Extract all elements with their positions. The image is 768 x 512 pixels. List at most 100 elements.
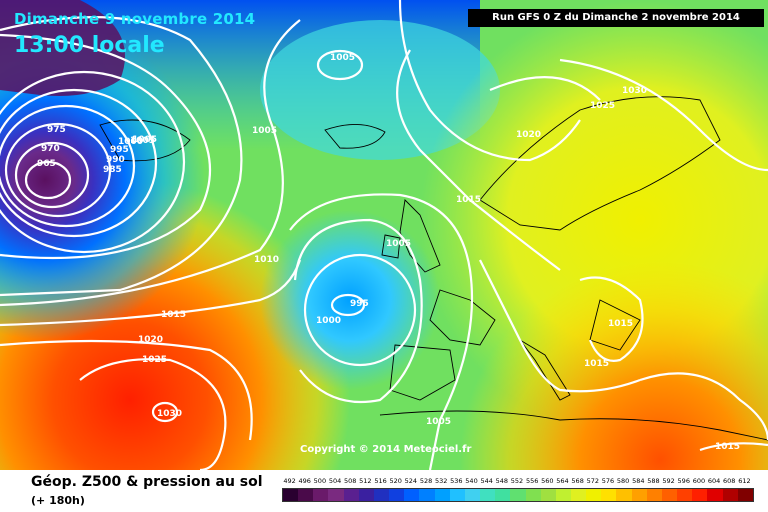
scale-label: 516 xyxy=(374,477,387,485)
isobar-label: 1015 xyxy=(608,319,633,329)
scale-label: 528 xyxy=(419,477,433,485)
ireland-coast xyxy=(381,234,401,259)
isobar-1025 xyxy=(79,358,227,470)
scale-label: 540 xyxy=(465,477,478,485)
scale-swatch xyxy=(646,489,662,501)
isobar-label: 985 xyxy=(103,165,122,175)
iceland-coast xyxy=(324,124,386,149)
scale-label: 504 xyxy=(328,477,342,485)
scale-swatch xyxy=(298,489,314,501)
coastlines xyxy=(99,96,768,441)
isobar-1020-north xyxy=(398,0,581,162)
scale-label: 600 xyxy=(692,477,706,485)
isobar-965 xyxy=(24,160,72,200)
greenland-tip xyxy=(99,119,191,162)
isobar-label: 1030 xyxy=(622,86,647,96)
isobar-label: 1020 xyxy=(138,335,163,345)
isobar-label: 1005 xyxy=(386,239,411,249)
scale-swatch xyxy=(510,489,526,501)
scale-swatch xyxy=(464,489,481,501)
scale-swatch xyxy=(328,489,344,501)
central-low-field xyxy=(0,0,768,470)
scale-label: 508 xyxy=(344,477,357,485)
weather-map: 1005 1005 1005 1030 1025 1020 1015 1005 … xyxy=(0,0,768,470)
scale-swatch xyxy=(313,489,329,501)
scale-label: 576 xyxy=(601,477,615,485)
scale-label: 596 xyxy=(677,477,690,485)
scale-swatch xyxy=(601,489,617,501)
isobar-label: 1005 xyxy=(330,53,355,63)
forecast-hour: 13:00 locale xyxy=(14,33,165,58)
isobar-label: 965 xyxy=(37,159,56,169)
scale-swatch xyxy=(677,489,693,501)
isobars xyxy=(0,0,768,470)
isobar-1000-central xyxy=(303,253,417,367)
isobar-label: 1015 xyxy=(161,310,186,320)
scale-label: 532 xyxy=(434,477,448,485)
legend-footer: Géop. Z500 & pression au sol (+ 180h) 49… xyxy=(0,470,768,512)
scale-label: 536 xyxy=(450,477,463,485)
isobar-label: 1025 xyxy=(142,355,167,365)
isobar-label: 1015 xyxy=(715,442,740,452)
isobar-label: 1015 xyxy=(584,359,609,369)
scale-label: 556 xyxy=(525,477,539,485)
scandinavia-coast xyxy=(479,96,721,231)
isobar-1015-south xyxy=(479,259,641,393)
scale-swatch xyxy=(555,489,571,501)
isobar-label: 970 xyxy=(41,144,60,154)
isobar-1015-east xyxy=(639,372,768,441)
scale-swatch xyxy=(525,489,541,501)
scale-label: 612 xyxy=(738,477,751,485)
isobar-label: 1030 xyxy=(157,409,182,419)
isobar-label: 995 xyxy=(110,145,129,155)
isobar-label: 1000 xyxy=(118,137,143,147)
scale-label: 580 xyxy=(616,477,630,485)
scale-label: 548 xyxy=(495,477,509,485)
scale-label: 608 xyxy=(723,477,736,485)
scale-label: 544 xyxy=(480,477,493,485)
scale-label: 564 xyxy=(556,477,569,485)
balkans-coast xyxy=(589,299,641,351)
isobar-1005-west xyxy=(0,16,243,297)
scale-swatch xyxy=(722,489,738,501)
scale-label: 512 xyxy=(359,477,372,485)
isobar-label: 1010 xyxy=(254,255,279,265)
isobar-label: 990 xyxy=(106,155,125,165)
scale-swatch xyxy=(616,489,632,501)
scale-swatch xyxy=(737,489,753,501)
scale-label: 560 xyxy=(541,477,554,485)
isobar-1020 xyxy=(0,339,253,441)
weather-map-svg: 1005 1005 1005 1030 1025 1020 1015 1005 … xyxy=(0,0,768,470)
isobar-1030-north xyxy=(559,58,768,172)
isobar-1015-balkans xyxy=(579,276,644,362)
model-run-label: Run GFS 0 Z du Dimanche 2 novembre 2014 xyxy=(468,9,764,27)
scale-label: 584 xyxy=(632,477,645,485)
isobar-label: 1005 xyxy=(130,136,155,146)
scale-swatch xyxy=(480,489,496,501)
isobar-label: 1005 xyxy=(252,126,277,136)
scale-label: 568 xyxy=(571,477,584,485)
scale-swatch xyxy=(343,489,359,501)
isobar-1010-central xyxy=(289,193,474,470)
scale-swatch xyxy=(449,489,465,501)
isobar-1015-se xyxy=(699,442,768,452)
isobar-1005-central xyxy=(293,218,423,404)
isobar-995-central xyxy=(330,293,366,317)
isobar-970 xyxy=(14,141,90,209)
isobar-985 xyxy=(0,104,136,228)
isobar-1005-iceland xyxy=(316,49,364,81)
isobar-975 xyxy=(4,122,112,218)
scale-label: 588 xyxy=(647,477,660,485)
scale-label: 500 xyxy=(313,477,327,485)
isobar-label: 995 xyxy=(350,299,369,309)
scale-swatch xyxy=(540,489,556,501)
scale-swatch xyxy=(631,489,647,501)
scale-swatch xyxy=(586,489,602,501)
isobar-990 xyxy=(0,88,158,238)
scale-swatch xyxy=(495,489,511,501)
scale-swatch xyxy=(570,489,587,501)
forecast-date: Dimanche 9 novembre 2014 xyxy=(14,10,256,28)
isobar-1000 xyxy=(0,33,212,260)
scale-label: 492 xyxy=(283,477,296,485)
